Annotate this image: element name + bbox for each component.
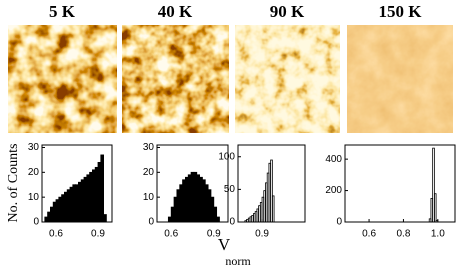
- histogram-bar: [196, 174, 200, 223]
- plot-frame: [237, 144, 306, 223]
- y-tick-label: 0: [148, 217, 154, 228]
- y-tick-label: 0: [336, 217, 342, 228]
- y-tick-label: 400: [325, 154, 342, 165]
- y-tick-label: 30: [143, 142, 155, 153]
- histogram-bar: [100, 154, 105, 223]
- histogram-bar: [69, 186, 74, 223]
- histogram-bar: [184, 176, 189, 223]
- histogram-bar: [193, 171, 198, 223]
- x-tick-label: 0.6: [362, 229, 376, 240]
- y-tick-label: 0: [229, 217, 235, 228]
- y-tick-label: 100: [218, 151, 235, 162]
- panel-title: 90 K: [270, 2, 305, 21]
- panel-title: 5 K: [49, 2, 76, 21]
- histogram-bar: [75, 184, 79, 223]
- y-tick-label: 10: [143, 192, 155, 203]
- histogram-bar: [199, 176, 203, 223]
- histogram-bar: [204, 184, 209, 223]
- histogram-bar: [433, 193, 437, 223]
- panel-title: 40 K: [158, 2, 193, 21]
- y-tick-label: 200: [325, 185, 342, 196]
- plot-frame: [156, 144, 229, 223]
- x-tick-label: 0.9: [255, 229, 269, 240]
- histogram-bar: [89, 171, 93, 223]
- micrographs: [8, 25, 453, 133]
- x-tick-label: 0.6: [49, 229, 63, 240]
- plot-frame: [41, 144, 113, 223]
- histogram-bar: [271, 195, 275, 223]
- histogram-bar: [64, 191, 68, 223]
- histogram-bar: [86, 174, 91, 223]
- y-tick-label: 20: [143, 167, 155, 178]
- x-axis-label: V: [218, 235, 231, 254]
- panel-title: 150 K: [379, 2, 423, 21]
- y-tick-label: 30: [28, 142, 40, 153]
- histogram-bar: [207, 189, 212, 223]
- histogram-bar: [103, 214, 107, 223]
- map-image: [347, 25, 453, 133]
- x-axis-label-subscript: norm: [225, 254, 251, 268]
- histogram-bar: [187, 174, 192, 223]
- map-image: [8, 25, 117, 133]
- x-tick-label: 0.8: [396, 229, 410, 240]
- histogram-bar: [190, 171, 195, 223]
- map-image: [122, 25, 229, 133]
- histogram-bar: [92, 169, 96, 223]
- histogram-bar: [66, 189, 71, 223]
- histogram-bar: [44, 216, 48, 223]
- histogram-bar: [210, 196, 215, 223]
- x-tick-label: 0.6: [164, 229, 178, 240]
- histogram-bar: [94, 166, 99, 223]
- histogram-bar: [216, 216, 220, 223]
- histogram-bar: [176, 189, 181, 223]
- histogram-bar: [55, 199, 60, 223]
- histogram-bar: [47, 211, 51, 223]
- y-tick-label: 20: [28, 167, 40, 178]
- histogram-bar: [97, 161, 102, 223]
- map-image: [235, 25, 340, 133]
- y-tick-label: 10: [28, 192, 40, 203]
- histogram-bar: [50, 206, 54, 223]
- histogram-bar: [202, 179, 206, 223]
- plot-frame: [344, 144, 456, 223]
- histogram-bar: [72, 184, 77, 223]
- histogram-bar: [179, 184, 183, 223]
- histogram-bar: [58, 196, 62, 223]
- y-axis-label: No. of Counts: [6, 144, 21, 223]
- y-tick-label: 0: [33, 217, 39, 228]
- x-tick-label: 0.9: [207, 229, 221, 240]
- histogram-bar: [80, 179, 85, 223]
- y-tick-label: 50: [224, 184, 236, 195]
- x-tick-label: 0.9: [91, 229, 105, 240]
- histogram-bar: [83, 176, 88, 223]
- histogram-bar: [61, 194, 65, 223]
- histogram-bar: [173, 196, 178, 223]
- histogram-bar: [78, 181, 82, 223]
- x-tick-label: 1.0: [431, 229, 445, 240]
- histogram-bar: [182, 179, 186, 223]
